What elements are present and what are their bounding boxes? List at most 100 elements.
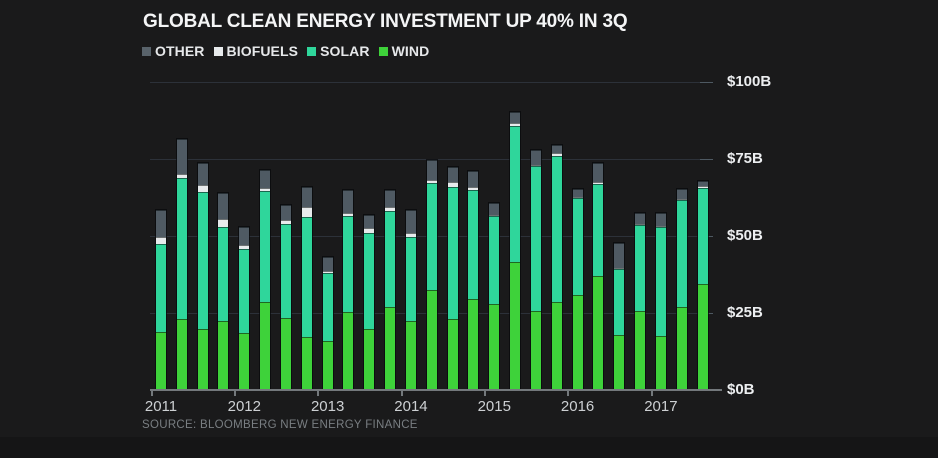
stacked-bar-2013-q2 [342, 189, 355, 391]
bar-segment-wind [676, 306, 687, 390]
legend-item-biofuels: BIOFUELS [213, 43, 299, 59]
bar-segment-biofuels [530, 164, 541, 167]
bar-segment-wind [364, 329, 375, 390]
legend-label: WIND [391, 43, 430, 59]
bar-segment-other [280, 204, 291, 221]
bar-segment-other [551, 145, 562, 153]
stacked-bar-2011-q1 [155, 209, 167, 391]
bar-segment-wind [551, 301, 562, 390]
x-axis-line [150, 389, 722, 391]
stacked-bar-2011-q4 [217, 191, 230, 392]
bar-segment-biofuels [301, 207, 312, 217]
stacked-bar-2016-q1 [571, 188, 584, 391]
bar-segment-solar [405, 236, 416, 321]
y-axis-label-0b: $0B [727, 381, 755, 398]
bar-segment-other [447, 166, 458, 182]
bar-segment-biofuels [510, 122, 521, 127]
bar-segment-biofuels [322, 270, 333, 274]
bar-segment-biofuels [468, 187, 479, 190]
x-axis-tick [233, 391, 236, 396]
bar-segment-biofuels [176, 174, 187, 178]
bar-segment-biofuels [364, 228, 375, 234]
legend-item-solar: SOLAR [307, 43, 370, 59]
x-axis-label-2017: 2017 [644, 398, 678, 415]
chart-legend: OTHER BIOFUELS SOLAR WIND [142, 43, 429, 59]
bar-segment-other [572, 189, 583, 197]
x-axis-label-2012: 2012 [227, 398, 261, 415]
bar-segment-biofuels [697, 185, 708, 189]
stacked-bar-2014-q2 [425, 158, 438, 392]
bar-segment-wind [655, 336, 666, 390]
bar-segment-wind [280, 318, 291, 390]
bar-segment-solar [489, 216, 500, 305]
bar-segment-solar [364, 233, 375, 329]
bar-segment-other [614, 242, 625, 269]
bar-segment-solar [530, 166, 541, 312]
bar-segment-wind [385, 306, 396, 390]
bar-segment-other [530, 149, 541, 165]
chart-title: GLOBAL CLEAN ENERGY INVESTMENT UP 40% IN… [143, 11, 628, 32]
grid-tick-right [700, 82, 713, 83]
stacked-bar-2016-q3 [613, 241, 626, 392]
bar-segment-biofuels [260, 188, 271, 192]
bar-segment-other [322, 257, 333, 271]
bar-segment-wind [343, 312, 354, 390]
stacked-bar-2017-q2 [675, 188, 688, 391]
bar-segment-biofuels [239, 244, 250, 250]
x-axis-label-2016: 2016 [560, 398, 595, 415]
stacked-bar-2017-q3 [696, 179, 709, 392]
bar-segment-biofuels [447, 181, 458, 187]
bar-segment-solar [510, 126, 521, 262]
bar-segment-wind [176, 319, 187, 390]
x-axis-label-2014: 2014 [394, 398, 428, 415]
bar-segment-other [510, 111, 521, 123]
bar-segment-wind [239, 333, 250, 390]
x-axis-label-2013: 2013 [310, 398, 345, 415]
stacked-bar-2015-q1 [488, 201, 501, 392]
bar-segment-biofuels [426, 179, 437, 184]
legend-swatch-icon [378, 46, 388, 56]
stacked-bar-2012-q3 [279, 203, 292, 392]
bar-segment-other [676, 189, 687, 200]
stacked-bar-2016-q4 [634, 212, 647, 391]
bar-segment-solar [697, 188, 708, 285]
legend-item-wind: WIND [378, 43, 430, 59]
bar-segment-other [697, 180, 708, 186]
bar-segment-other [260, 170, 271, 189]
bar-segment-other [635, 213, 646, 225]
x-axis-label-2015: 2015 [477, 398, 511, 415]
bar-segment-wind [572, 295, 583, 390]
bar-segment-other [176, 139, 187, 175]
bar-segment-biofuels [676, 199, 687, 201]
bar-segment-other [364, 215, 375, 229]
bar-segment-other [593, 163, 604, 183]
gridline-75b [150, 159, 713, 160]
bar-segment-biofuels [218, 218, 229, 227]
bar-segment-biofuels [385, 207, 396, 212]
bar-segment-solar [280, 224, 291, 319]
stacked-bar-2014-q4 [467, 169, 480, 392]
bar-segment-solar [676, 200, 687, 307]
bar-segment-biofuels [343, 213, 354, 216]
bar-segment-other [655, 213, 666, 227]
bar-segment-biofuels [635, 224, 646, 226]
bar-segment-other [197, 162, 208, 185]
legend-swatch-icon [213, 46, 223, 56]
bar-segment-wind [489, 304, 500, 390]
stacked-bar-2011-q3 [196, 161, 209, 392]
x-axis-label-2011: 2011 [144, 398, 178, 415]
stacked-bar-2017-q1 [654, 212, 667, 391]
gridline-100b [150, 82, 713, 83]
stacked-bar-2015-q2 [509, 110, 522, 392]
stacked-bar-2014-q3 [446, 165, 459, 392]
bar-segment-solar [343, 215, 354, 313]
bar-segment-other [218, 192, 229, 219]
bar-segment-other [426, 159, 437, 180]
bar-segment-wind [510, 261, 521, 390]
bar-segment-wind [426, 289, 437, 390]
bar-segment-solar [614, 269, 625, 335]
stacked-bar-2012-q4 [300, 185, 313, 392]
x-axis-tick [150, 391, 153, 396]
stacked-bar-2015-q3 [529, 148, 542, 392]
